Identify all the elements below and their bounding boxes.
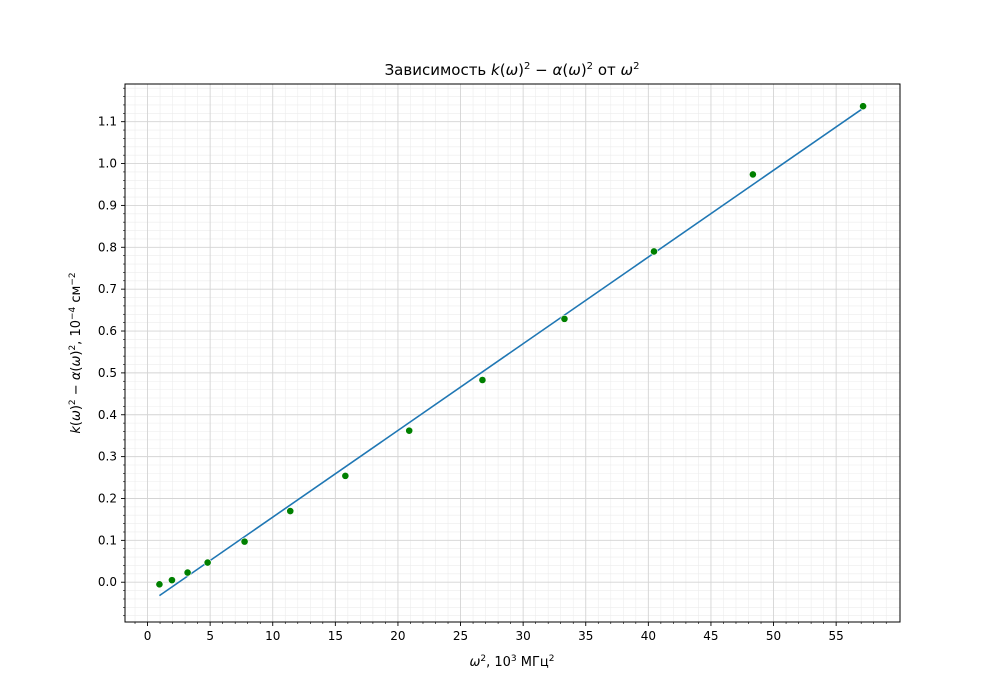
- ylabel-unit: , 10: [69, 320, 84, 345]
- x-tick-label: 30: [516, 629, 531, 643]
- x-axis-label: ω2, 103 МГц2: [469, 654, 554, 670]
- title-omega-1: ω: [506, 61, 519, 79]
- x-tick-label: 5: [206, 629, 214, 643]
- x-tick-label: 20: [390, 629, 405, 643]
- y-axis-label: k(ω)2 − α(ω)2, 10−4 см−2: [68, 272, 84, 433]
- data-point: [560, 314, 569, 323]
- y-tick-label: 0.5: [98, 366, 117, 380]
- y-tick-label: 0.6: [98, 324, 117, 338]
- ylabel-unit-exp: −4: [68, 306, 78, 320]
- fit-line: [158, 107, 864, 597]
- xlabel-omega: ω: [469, 655, 480, 670]
- xlabel-unit-tail-exp: 2: [549, 654, 555, 664]
- y-tick-label: 0.8: [98, 240, 117, 254]
- x-tick-label: 45: [703, 629, 718, 643]
- data-point: [240, 537, 249, 546]
- data-point: [168, 576, 176, 585]
- title-prefix: Зависимость: [385, 61, 491, 79]
- plot-frame: [124, 83, 901, 623]
- x-tick-label: 10: [265, 629, 280, 643]
- xlabel-unit-exp: 3: [511, 654, 517, 664]
- y-tick-label: 0.3: [98, 450, 117, 464]
- xlabel-exp: 2: [480, 654, 486, 664]
- y-tick-label: 1.0: [98, 157, 117, 171]
- xlabel-unit: , 10: [486, 655, 511, 670]
- chart-title: Зависимость k(ω)2 − α(ω)2 от ω2: [385, 61, 640, 79]
- title-minus: −: [530, 61, 552, 79]
- ylabel-alpha: α: [69, 371, 84, 380]
- ylabel-omega-1: ω: [69, 410, 84, 421]
- ylabel-exp-2: 2: [68, 345, 78, 351]
- ylabel-k: k: [69, 426, 84, 434]
- title-omega-3: ω: [621, 61, 634, 79]
- x-tick-label: 15: [328, 629, 343, 643]
- ticks-layer: 0 5 10 15 20 25 30 35 40 45 50 55 0.0 0.1 0.2 0.3 0.4 0.5…: [98, 87, 887, 643]
- ylabel-exp-1: 2: [68, 399, 78, 405]
- x-tick-label: 35: [578, 629, 593, 643]
- series-layer: [155, 102, 867, 597]
- data-point: [478, 376, 487, 384]
- data-point: [286, 507, 295, 515]
- data-point: [341, 471, 350, 480]
- data-point: [748, 170, 757, 179]
- title-exp-3: 2: [633, 61, 639, 72]
- y-tick-label: 0.2: [98, 491, 117, 505]
- y-tick-label: 0.9: [98, 198, 117, 212]
- data-point: [183, 568, 192, 577]
- data-point: [405, 426, 414, 435]
- minor-grid: [125, 84, 900, 622]
- data-point: [203, 558, 212, 567]
- x-tick-label: 55: [829, 629, 844, 643]
- xlabel-unit-tail: МГц: [517, 655, 549, 670]
- y-tick-label: 0.0: [98, 575, 117, 589]
- x-tick-label: 40: [641, 629, 656, 643]
- y-tick-label: 0.7: [98, 282, 117, 296]
- y-tick-label: 1.1: [98, 115, 117, 129]
- ylabel-omega-2: ω: [69, 356, 84, 367]
- major-grid: [125, 84, 900, 622]
- ylabel-unit-tail: см: [69, 286, 84, 307]
- title-k: k: [491, 61, 501, 79]
- title-ot: от: [593, 61, 620, 79]
- ylabel-unit-tail-exp: −2: [68, 272, 78, 285]
- data-point: [859, 102, 867, 111]
- title-alpha: α: [553, 61, 563, 79]
- x-tick-label: 25: [453, 629, 468, 643]
- data-point: [650, 247, 658, 256]
- data-point: [155, 580, 164, 589]
- x-tick-label: 50: [766, 629, 781, 643]
- title-omega-2: ω: [568, 61, 581, 79]
- x-tick-label: 0: [144, 629, 152, 643]
- ylabel-minus: −: [69, 380, 84, 399]
- y-tick-label: 0.1: [98, 533, 117, 547]
- title-exp-2: 2: [587, 61, 593, 72]
- y-tick-label: 0.4: [98, 408, 117, 422]
- title-exp-1: 2: [524, 61, 530, 72]
